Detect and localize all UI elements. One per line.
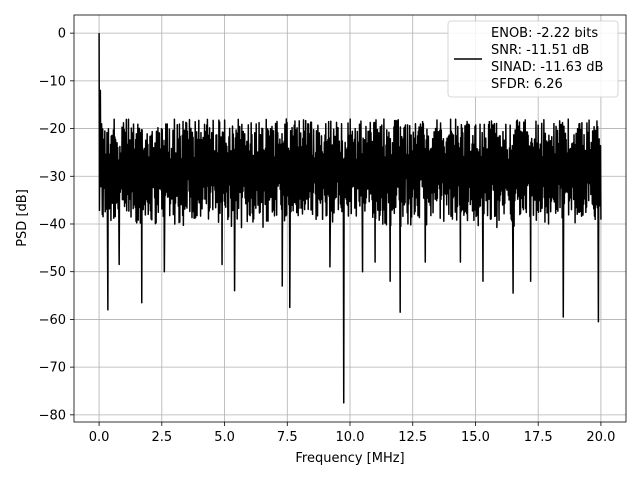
legend-entry-sinad: SINAD: -11.63 dB [491,60,603,75]
psd-series-line [98,33,602,404]
y-tick-label: −70 [39,361,66,376]
y-axis-label: PSD [dB] [15,189,30,247]
x-tick-label: 10.0 [336,430,365,445]
y-tick-label: −20 [39,122,66,137]
y-tick-label: −10 [39,74,66,89]
x-tick-label: 5.0 [214,430,235,445]
x-tick-label: 17.5 [524,430,553,445]
x-axis: 0.0 2.5 5.0 7.5 10.0 12.5 15.0 17.5 20.0 [89,422,615,445]
legend: ENOB: -2.22 bits SNR: -11.51 dB SINAD: -… [447,20,619,98]
x-tick-label: 20.0 [586,430,615,445]
y-tick-label: −40 [39,217,66,232]
y-tick-label: −60 [39,313,66,328]
y-tick-label: −50 [39,265,66,280]
x-axis-label: Frequency [MHz] [295,451,404,466]
y-axis: 0 −10 −20 −30 −40 −50 −60 −70 −80 [39,27,74,423]
y-tick-label: −80 [39,408,66,423]
x-tick-label: 0.0 [89,430,110,445]
y-tick-label: −30 [39,170,66,185]
legend-entry-enob: ENOB: -2.22 bits [491,26,598,41]
x-tick-label: 2.5 [151,430,172,445]
x-tick-label: 7.5 [277,430,298,445]
x-tick-label: 15.0 [461,430,490,445]
plot-area [98,33,602,404]
y-tick-label: 0 [58,27,66,42]
x-tick-label: 12.5 [398,430,427,445]
legend-entry-sfdr: SFDR: 6.26 [491,77,563,92]
legend-entry-snr: SNR: -11.51 dB [491,43,589,58]
legend-box [447,20,619,98]
